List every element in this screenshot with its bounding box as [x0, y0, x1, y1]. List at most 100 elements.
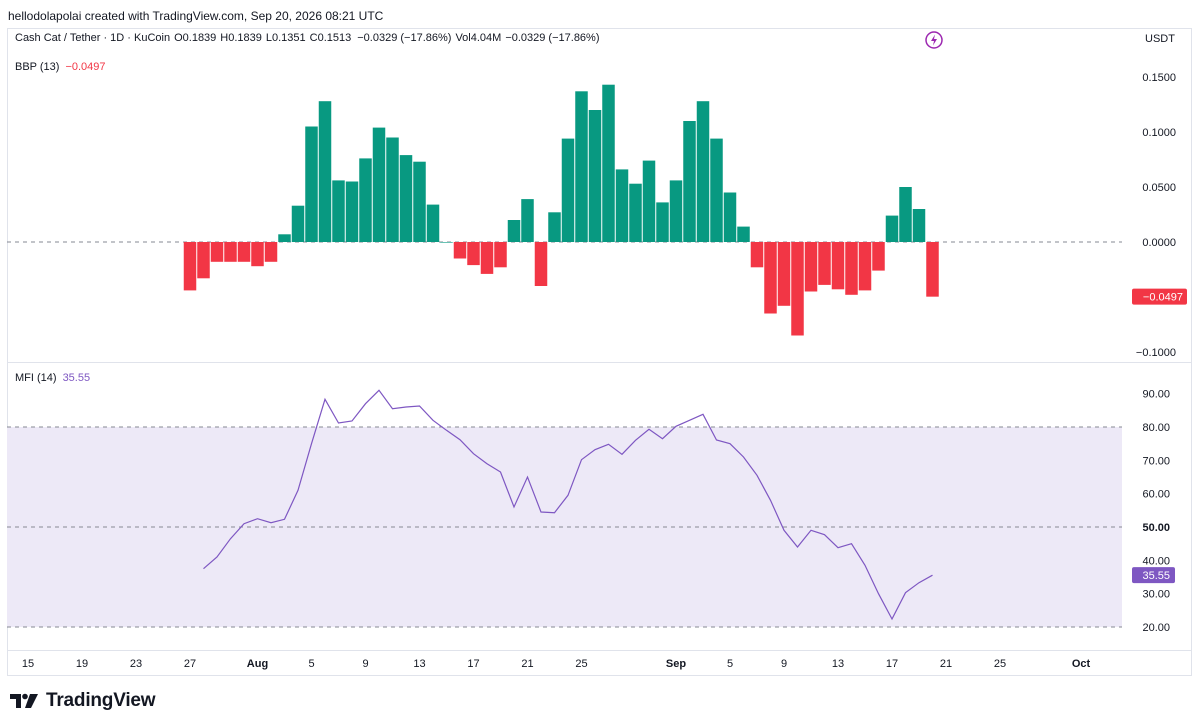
bbp-bar: [750, 242, 764, 268]
brand: TradingView: [10, 690, 156, 712]
mfi-legend[interactable]: MFI (14) 35.55: [15, 372, 90, 384]
bbp-bar: [710, 138, 723, 242]
mfi-last-value-badge: [1132, 567, 1175, 584]
x-axis-tick-label: 9: [362, 658, 368, 670]
mfi-value: 35.55: [62, 372, 91, 384]
bbp-bar: [926, 242, 939, 297]
symbol-name[interactable]: Cash Cat / Tether · 1D · KuCoin: [15, 32, 171, 44]
bbp-bar: [818, 242, 831, 285]
x-axis-tick-label: 25: [575, 658, 587, 670]
bbp-bar: [723, 192, 737, 242]
bbp-bar: [912, 209, 926, 242]
x-axis-tick-label: Sep: [666, 658, 686, 670]
bbp-bar: [480, 242, 494, 274]
mfi-y-tick-label: 40.00: [1142, 555, 1170, 567]
bbp-bar: [210, 242, 224, 262]
tradingview-logo-icon: [10, 693, 38, 708]
x-axis-tick-label: Oct: [1072, 658, 1091, 670]
currency-label[interactable]: USDT: [1145, 33, 1175, 45]
bbp-last-value-label: −0.0497: [1143, 292, 1183, 304]
bbp-bar: [764, 242, 777, 314]
mfi-y-tick-label: 70.00: [1142, 455, 1170, 467]
ohlc-high: H0.1839: [220, 32, 262, 44]
mfi-y-tick-label: 50.00: [1142, 522, 1170, 534]
bbp-bar: [291, 205, 305, 242]
bbp-bar: [372, 127, 386, 242]
bbp-bar: [467, 242, 480, 266]
x-axis-tick-label: 19: [76, 658, 88, 670]
bbp-bar: [494, 242, 507, 268]
bbp-bar: [386, 137, 399, 242]
bbp-bar: [588, 110, 602, 242]
bbp-y-tick-label: 0.0500: [1142, 182, 1176, 194]
x-axis-tick-label: 21: [521, 658, 533, 670]
bbp-bar: [615, 169, 629, 242]
bbp-bar: [642, 160, 656, 242]
x-axis-tick-label: 15: [22, 658, 34, 670]
bbp-bar: [359, 158, 372, 242]
mfi-y-tick-label: 80.00: [1142, 422, 1170, 434]
bbp-bar: [669, 180, 683, 242]
mfi-title: MFI (14): [15, 372, 57, 384]
bbp-bar: [237, 242, 251, 262]
lightning-bolt-icon[interactable]: [925, 31, 943, 49]
bbp-bar: [305, 126, 318, 242]
bbp-bar: [251, 242, 264, 267]
bbp-bar: [858, 242, 872, 291]
mfi-series-line: [203, 389, 933, 621]
bbp-bar: [332, 180, 345, 242]
ohlc-low: L0.1351: [265, 32, 306, 44]
bbp-bar: [656, 202, 669, 242]
bbp-bar: [521, 199, 534, 242]
bbp-bar: [534, 242, 548, 286]
x-axis-tick-label: 23: [130, 658, 142, 670]
ohlc-close: C0.1513: [309, 32, 352, 44]
mfi-last-value-label: 35.55: [1142, 570, 1170, 582]
bbp-bar: [224, 242, 237, 262]
bbp-bar: [885, 215, 899, 242]
x-axis-tick-label: 5: [308, 658, 314, 670]
bbp-bar: [845, 242, 858, 295]
x-axis-tick-label: Aug: [247, 658, 268, 670]
bbp-bar: [507, 220, 521, 242]
bbp-bar: [696, 101, 710, 242]
mfi-y-tick-label: 20.00: [1142, 622, 1170, 634]
bbp-bar: [791, 242, 804, 336]
bbp-last-value-badge: [1132, 288, 1187, 305]
bbp-bar: [399, 155, 413, 242]
bbp-bar: [872, 242, 885, 271]
price-change: −0.0329 (−17.86%): [357, 32, 452, 44]
brand-name: TradingView: [46, 690, 156, 711]
bbp-y-tick-label: −0.1000: [1136, 347, 1176, 359]
bbp-bar: [804, 242, 818, 292]
bbp-y-tick-label: 0.1000: [1142, 127, 1176, 139]
bbp-bar: [629, 183, 642, 242]
mfi-y-tick-label: 30.00: [1142, 589, 1170, 601]
bbp-bar: [278, 234, 291, 242]
x-axis-tick-label: 13: [413, 658, 425, 670]
bbp-bar: [683, 121, 696, 242]
bbp-y-tick-label: 0.1500: [1142, 72, 1176, 84]
author-line: hellodolapolai created with TradingView.…: [8, 9, 384, 23]
bbp-value: −0.0497: [65, 61, 106, 73]
bbp-bar: [575, 91, 588, 242]
bbp-bar: [548, 212, 561, 242]
x-axis-tick-label: 9: [781, 658, 787, 670]
x-axis-tick-label: 21: [940, 658, 952, 670]
bbp-bar: [453, 242, 467, 259]
symbol-info-row: Cash Cat / Tether · 1D · KuCoin O0.1839 …: [15, 32, 604, 44]
volume-change: −0.0329 (−17.86%): [505, 32, 600, 44]
bbp-bar: [197, 242, 210, 279]
bbp-bar: [318, 101, 332, 242]
bbp-title: BBP (13): [15, 61, 60, 73]
bbp-bar: [345, 181, 359, 242]
chart-frame: [7, 28, 1192, 676]
mfi-y-tick-label: 90.00: [1142, 389, 1170, 401]
bbp-bar: [602, 84, 615, 242]
bbp-legend[interactable]: BBP (13) −0.0497: [15, 61, 106, 73]
bbp-bar: [899, 187, 912, 242]
x-axis-tick-label: 5: [727, 658, 733, 670]
bbp-bar: [426, 204, 440, 242]
bbp-bar: [831, 242, 845, 290]
